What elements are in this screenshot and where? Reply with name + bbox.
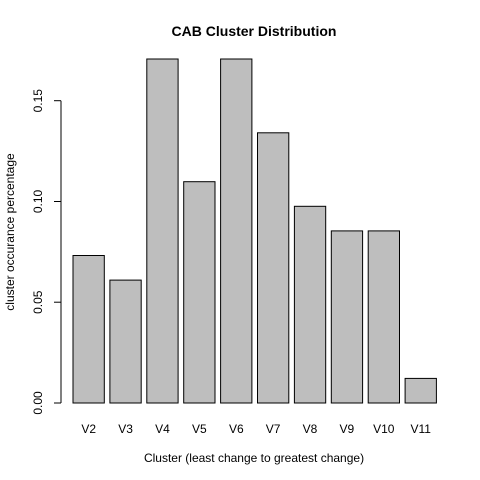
x-tick-labels: V2 V3 V4 V5 V6 V7 V8 V9 V10 V11 [81,422,431,436]
x-tick-label-v9: V9 [340,422,355,436]
x-axis-label: Cluster (least change to greatest change… [144,451,364,465]
x-tick-label-v5: V5 [192,422,207,436]
bar-v11 [404,377,437,404]
bar-v7 [257,132,290,404]
x-tick-label-v4: V4 [155,422,170,436]
y-tick-label: 0.05 [31,290,45,314]
bar-v10 [367,230,401,404]
bar-v6 [220,58,253,404]
bar-v8 [293,205,327,404]
y-tick-label: 0.10 [31,189,45,213]
bar-v5 [183,181,216,404]
chart-title: CAB Cluster Distribution [172,23,337,39]
x-tick-label-v3: V3 [118,422,133,436]
bar-v4 [146,58,179,404]
x-tick-label-v11: V11 [410,422,431,436]
y-tick-label: 0.00 [31,391,45,415]
bar-v2 [72,255,105,404]
y-tick-label: 0.15 [31,89,45,113]
y-axis-label: cluster occurance percentage [3,153,17,311]
bars-group [72,58,437,404]
bar-v9 [330,230,364,404]
x-tick-label-v7: V7 [266,422,281,436]
x-tick-label-v2: V2 [81,422,96,436]
x-tick-label-v10: V10 [373,422,395,436]
bar-v3 [109,279,142,404]
y-axis: 0.00 0.05 0.10 0.15 [31,89,62,415]
x-tick-label-v8: V8 [303,422,318,436]
x-tick-label-v6: V6 [229,422,244,436]
